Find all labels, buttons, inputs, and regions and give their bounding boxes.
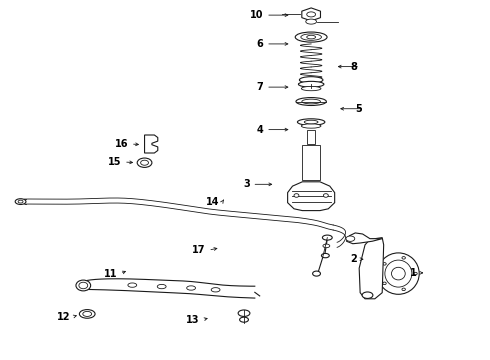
Ellipse shape — [298, 81, 324, 87]
Ellipse shape — [362, 292, 373, 298]
Bar — [307, 130, 315, 144]
Ellipse shape — [346, 236, 355, 241]
Ellipse shape — [297, 119, 325, 125]
Ellipse shape — [295, 32, 327, 42]
Text: 7: 7 — [257, 82, 264, 92]
Text: 15: 15 — [108, 157, 122, 167]
Polygon shape — [359, 238, 384, 299]
Ellipse shape — [321, 253, 329, 258]
Ellipse shape — [306, 19, 317, 24]
Ellipse shape — [402, 288, 405, 291]
Text: 1: 1 — [410, 268, 416, 278]
Ellipse shape — [304, 120, 318, 124]
Ellipse shape — [313, 271, 320, 276]
Ellipse shape — [128, 283, 137, 287]
Text: 10: 10 — [250, 10, 264, 20]
Text: 3: 3 — [243, 179, 250, 189]
Ellipse shape — [307, 35, 316, 39]
Ellipse shape — [322, 235, 332, 240]
Ellipse shape — [79, 282, 88, 289]
Text: 17: 17 — [192, 245, 206, 255]
Ellipse shape — [301, 124, 321, 128]
Polygon shape — [346, 233, 382, 244]
Text: 11: 11 — [104, 269, 118, 279]
Ellipse shape — [385, 260, 412, 287]
Ellipse shape — [301, 34, 321, 40]
Ellipse shape — [157, 284, 166, 289]
Bar — [302, 145, 320, 180]
Polygon shape — [302, 8, 320, 21]
Ellipse shape — [211, 288, 220, 292]
Ellipse shape — [299, 77, 323, 83]
Ellipse shape — [141, 160, 148, 165]
Ellipse shape — [323, 194, 328, 197]
Polygon shape — [288, 182, 335, 211]
Text: 2: 2 — [350, 254, 357, 264]
Text: 4: 4 — [257, 125, 264, 135]
Ellipse shape — [18, 200, 23, 203]
Ellipse shape — [323, 244, 330, 248]
Ellipse shape — [307, 12, 316, 17]
Text: 14: 14 — [206, 197, 220, 207]
Ellipse shape — [294, 194, 299, 197]
Text: 16: 16 — [115, 139, 128, 149]
Ellipse shape — [383, 282, 386, 285]
Ellipse shape — [83, 311, 92, 316]
Ellipse shape — [240, 317, 248, 322]
Ellipse shape — [15, 199, 26, 204]
Text: 8: 8 — [351, 62, 358, 72]
Ellipse shape — [137, 158, 152, 167]
Ellipse shape — [392, 267, 405, 280]
Ellipse shape — [402, 257, 405, 259]
Ellipse shape — [79, 310, 95, 318]
Text: 12: 12 — [56, 312, 70, 322]
Ellipse shape — [302, 99, 320, 104]
Ellipse shape — [378, 253, 419, 294]
Ellipse shape — [76, 280, 91, 291]
Ellipse shape — [414, 272, 417, 275]
Ellipse shape — [238, 310, 250, 316]
Text: 5: 5 — [355, 104, 362, 114]
Polygon shape — [145, 135, 158, 153]
Ellipse shape — [383, 262, 386, 265]
Text: 13: 13 — [186, 315, 200, 325]
Ellipse shape — [296, 98, 326, 105]
Text: 6: 6 — [257, 39, 264, 49]
Ellipse shape — [301, 86, 321, 91]
Ellipse shape — [187, 286, 196, 290]
